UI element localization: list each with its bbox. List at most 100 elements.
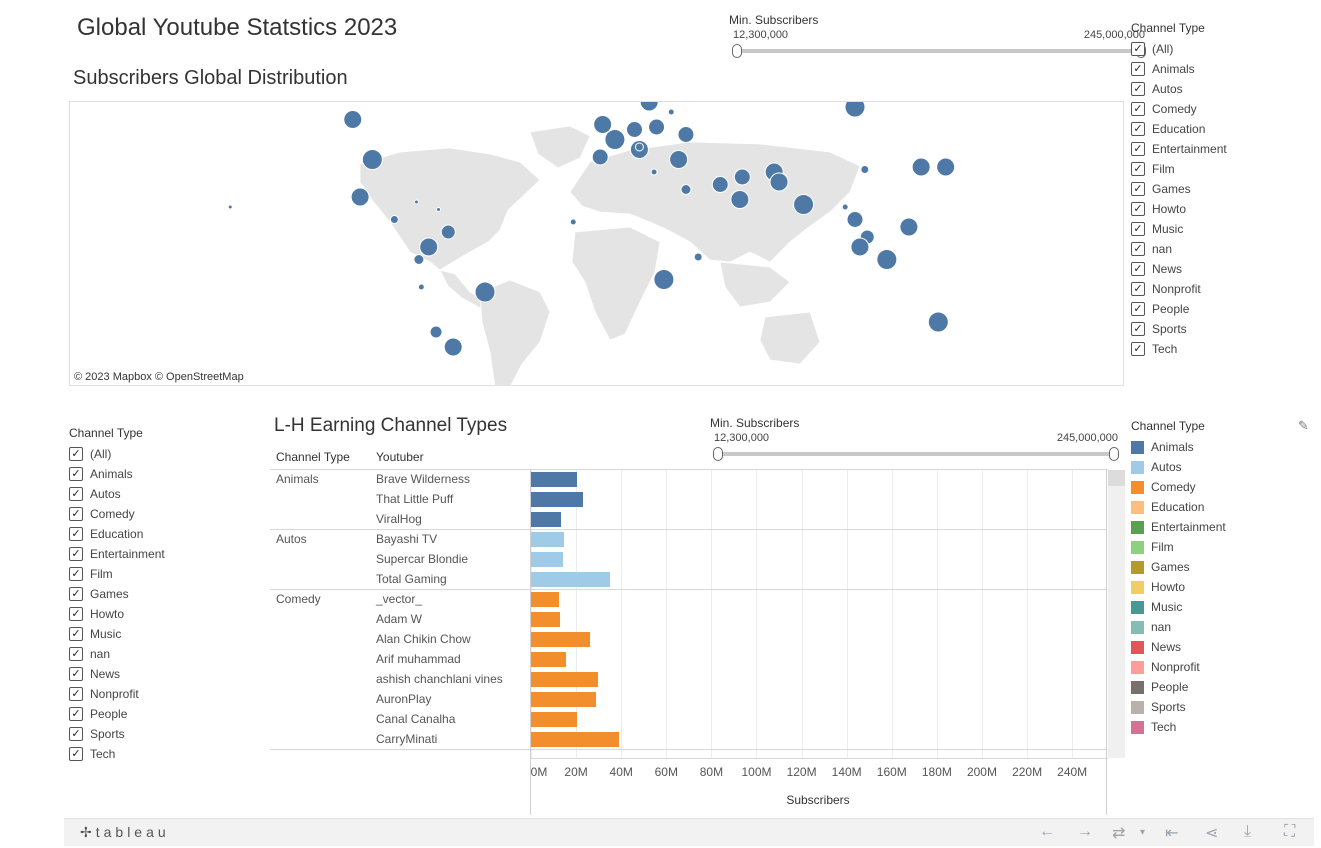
redo-icon[interactable]: →	[1077, 823, 1093, 840]
slider-max-handle[interactable]	[1109, 447, 1119, 461]
map-point[interactable]	[733, 168, 751, 186]
filter-option-people[interactable]: ✓ People	[69, 704, 249, 724]
map-point[interactable]	[653, 269, 675, 290]
legend-item[interactable]: Music	[1131, 597, 1311, 617]
map-point[interactable]	[591, 148, 609, 166]
filter-option-entertainment[interactable]: ✓ Entertainment	[69, 544, 249, 564]
map-point[interactable]	[419, 237, 439, 257]
checkbox-checked-icon[interactable]: ✓	[1131, 262, 1145, 276]
checkbox-checked-icon[interactable]: ✓	[1131, 202, 1145, 216]
legend-item[interactable]: Tech	[1131, 717, 1311, 737]
checkbox-checked-icon[interactable]: ✓	[69, 667, 83, 681]
checkbox-checked-icon[interactable]: ✓	[69, 727, 83, 741]
filter-option-education[interactable]: ✓ Education	[69, 524, 249, 544]
bar-ashish-chanchlani-vines[interactable]	[531, 672, 598, 687]
map-point[interactable]	[350, 187, 370, 207]
bar-viralhog[interactable]	[531, 512, 562, 527]
checkbox-checked-icon[interactable]: ✓	[1131, 342, 1145, 356]
map-point[interactable]	[389, 215, 399, 224]
map-point[interactable]	[361, 149, 383, 170]
bar-brave-wilderness[interactable]	[531, 472, 578, 487]
checkbox-checked-icon[interactable]: ✓	[1131, 122, 1145, 136]
tableau-logo[interactable]: ✢tableau	[80, 824, 170, 840]
map-point[interactable]	[474, 281, 496, 303]
slider-track[interactable]	[718, 452, 1114, 456]
min-subscribers-slider-bottom[interactable]: Min. Subscribers 12,300,000 245,000,000	[710, 416, 1122, 466]
checkbox-checked-icon[interactable]: ✓	[69, 607, 83, 621]
map-point[interactable]	[413, 199, 419, 205]
map-point[interactable]	[343, 110, 363, 129]
legend-item[interactable]: Games	[1131, 557, 1311, 577]
bar-bayashi-tv[interactable]	[531, 532, 564, 547]
checkbox-checked-icon[interactable]: ✓	[1131, 142, 1145, 156]
map-point[interactable]	[593, 115, 613, 134]
filter-option-comedy[interactable]: ✓ Comedy	[1131, 99, 1311, 119]
map-point[interactable]	[413, 254, 425, 265]
reset-icon[interactable]: ⇤	[1165, 825, 1179, 842]
legend-item[interactable]: Comedy	[1131, 477, 1311, 497]
map-point[interactable]	[841, 203, 849, 211]
map-point[interactable]	[626, 121, 643, 138]
map-point[interactable]	[634, 142, 644, 152]
bar--vector-[interactable]	[531, 592, 559, 607]
revert-icon[interactable]: ⇄	[1112, 825, 1126, 842]
filter-option-sports[interactable]: ✓ Sports	[69, 724, 249, 744]
filter-option-sports[interactable]: ✓ Sports	[1131, 319, 1311, 339]
filter-option-film[interactable]: ✓ Film	[69, 564, 249, 584]
filter-option-news[interactable]: ✓ News	[1131, 259, 1311, 279]
checkbox-checked-icon[interactable]: ✓	[1131, 182, 1145, 196]
checkbox-checked-icon[interactable]: ✓	[1131, 222, 1145, 236]
fullscreen-icon[interactable]: ⛶	[1284, 823, 1296, 840]
map-point[interactable]	[648, 118, 666, 136]
filter-option-nan[interactable]: ✓ nan	[69, 644, 249, 664]
legend-item[interactable]: People	[1131, 677, 1311, 697]
min-subscribers-slider-top[interactable]: Min. Subscribers 12,300,000 245,000,000	[729, 13, 1149, 63]
map-point[interactable]	[677, 126, 695, 143]
checkbox-checked-icon[interactable]: ✓	[69, 467, 83, 481]
filter-option--all-[interactable]: ✓ (All)	[69, 444, 249, 464]
filter-option-comedy[interactable]: ✓ Comedy	[69, 504, 249, 524]
filter-option-news[interactable]: ✓ News	[69, 664, 249, 684]
map-point[interactable]	[429, 325, 443, 339]
download-icon[interactable]: ⤓	[1244, 823, 1252, 840]
legend-item[interactable]: Film	[1131, 537, 1311, 557]
bar-carryminati[interactable]	[531, 732, 619, 747]
scrollbar-thumb[interactable]	[1108, 470, 1125, 486]
checkbox-checked-icon[interactable]: ✓	[69, 527, 83, 541]
checkbox-checked-icon[interactable]: ✓	[1131, 42, 1145, 56]
filter-option-music[interactable]: ✓ Music	[1131, 219, 1311, 239]
filter-option-nan[interactable]: ✓ nan	[1131, 239, 1311, 259]
checkbox-checked-icon[interactable]: ✓	[69, 587, 83, 601]
checkbox-checked-icon[interactable]: ✓	[69, 647, 83, 661]
map-point[interactable]	[227, 204, 233, 210]
checkbox-checked-icon[interactable]: ✓	[69, 547, 83, 561]
checkbox-checked-icon[interactable]: ✓	[1131, 282, 1145, 296]
map-point[interactable]	[443, 337, 463, 357]
share-icon[interactable]: ⋖	[1205, 825, 1219, 842]
column-header-channel-type[interactable]: Channel Type	[276, 450, 350, 464]
filter-option-nonprofit[interactable]: ✓ Nonprofit	[69, 684, 249, 704]
checkbox-checked-icon[interactable]: ✓	[69, 447, 83, 461]
map-point[interactable]	[639, 102, 659, 112]
legend-item[interactable]: Nonprofit	[1131, 657, 1311, 677]
filter-option-film[interactable]: ✓ Film	[1131, 159, 1311, 179]
bar-adam-w[interactable]	[531, 612, 560, 627]
slider-track[interactable]	[737, 49, 1141, 53]
map-point[interactable]	[730, 190, 750, 209]
checkbox-checked-icon[interactable]: ✓	[69, 687, 83, 701]
filter-option-entertainment[interactable]: ✓ Entertainment	[1131, 139, 1311, 159]
map-point[interactable]	[860, 165, 870, 174]
edit-icon[interactable]: ✎	[1298, 418, 1309, 433]
filter-option-animals[interactable]: ✓ Animals	[1131, 59, 1311, 79]
map-point[interactable]	[846, 211, 864, 228]
filter-option-nonprofit[interactable]: ✓ Nonprofit	[1131, 279, 1311, 299]
map-point[interactable]	[850, 237, 870, 257]
legend-item[interactable]: Education	[1131, 497, 1311, 517]
map-point[interactable]	[769, 172, 789, 192]
map-point[interactable]	[793, 194, 815, 215]
map-point[interactable]	[680, 184, 692, 195]
vertical-scrollbar[interactable]	[1108, 470, 1125, 758]
checkbox-checked-icon[interactable]: ✓	[69, 487, 83, 501]
bar-alan-chikin-chow[interactable]	[531, 632, 590, 647]
slider-min-handle[interactable]	[713, 447, 723, 461]
